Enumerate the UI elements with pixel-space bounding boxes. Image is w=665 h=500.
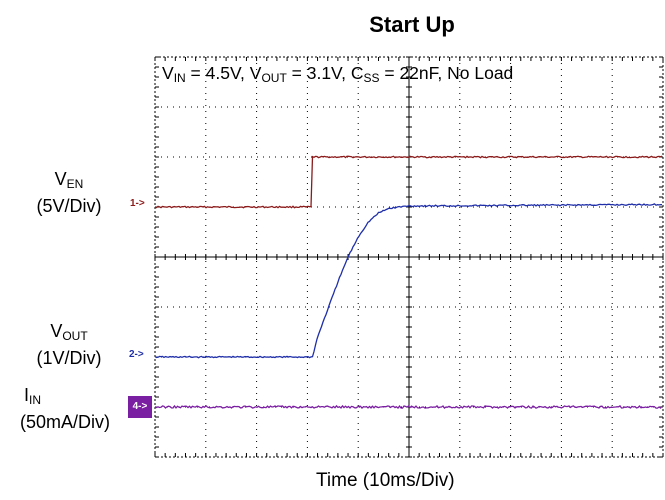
channel-marker-4: 4->: [128, 396, 152, 418]
channel-label-ven: VEN (5V/Div): [36, 169, 102, 216]
channel-label-iin: IIN (50mA/Div): [19, 385, 110, 432]
channel-marker-1: 1->: [130, 198, 145, 209]
trace-iin: [154, 404, 663, 410]
trace-ven: [154, 155, 663, 209]
trace-vout: [154, 203, 662, 359]
chart-title: Start Up: [369, 12, 455, 37]
channel-label-vout: VOUT (1V/Div): [36, 321, 102, 368]
channel-marker-2: 2->: [129, 349, 144, 360]
x-axis-label: Time (10ms/Div): [316, 470, 455, 491]
test-conditions: VIN = 4.5V, VOUT = 3.1V, CSS = 22nF, No …: [162, 63, 514, 85]
